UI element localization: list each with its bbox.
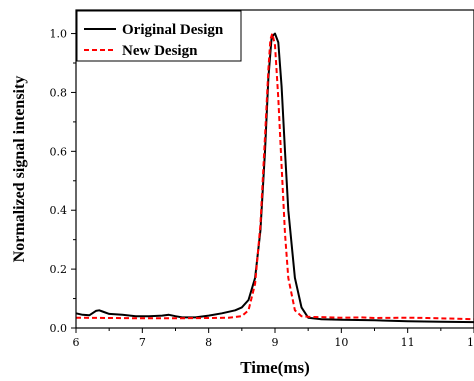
series-line-original-design — [75, 32, 474, 324]
y-tick-label: 0.6 — [50, 145, 68, 158]
plot-lines — [75, 32, 474, 324]
x-tick-label: 11 — [401, 336, 415, 349]
x-tick-label: 9 — [272, 336, 279, 349]
y-tick-label: 0.4 — [50, 204, 68, 217]
x-axis: 6 7 8 9 10 11 12 — [73, 328, 474, 349]
y-tick-label: 0.2 — [50, 263, 68, 276]
legend-label-new-design: New Design — [122, 43, 198, 59]
legend-box — [76, 10, 242, 62]
y-tick-label: 0.0 — [50, 322, 68, 335]
y-tick-label: 1.0 — [50, 28, 68, 41]
x-tick-label: 10 — [334, 336, 348, 349]
y-tick-label: 0.8 — [50, 86, 68, 99]
x-tick-label: 12 — [467, 336, 474, 349]
x-tick-label: 8 — [205, 336, 212, 349]
series-line-new-design — [75, 32, 474, 321]
legend: Original Design New Design — [76, 10, 242, 62]
x-tick-label: 7 — [139, 336, 146, 349]
y-axis: 0.0 0.2 0.4 0.6 0.8 1.0 — [50, 28, 76, 335]
x-tick-label: 6 — [73, 336, 80, 349]
y-axis-title: Normalized signal intensity — [11, 76, 28, 263]
legend-label-original-design: Original Design — [122, 22, 224, 38]
x-axis-title: Time(ms) — [240, 358, 310, 377]
